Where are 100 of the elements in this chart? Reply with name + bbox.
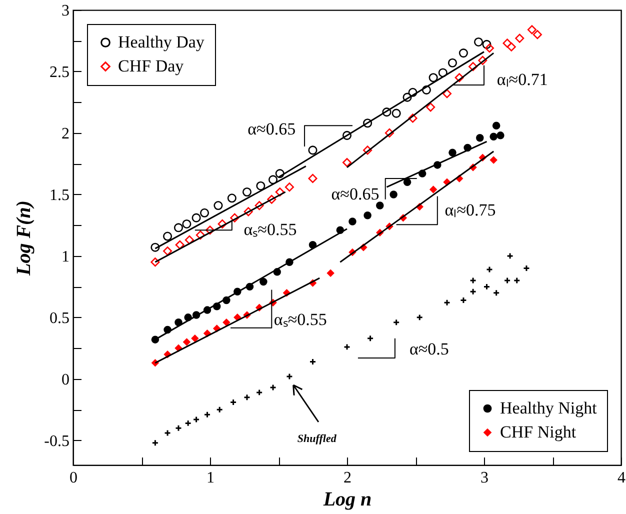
point: [182, 219, 192, 228]
point: [390, 190, 398, 198]
point: [490, 156, 498, 164]
point: [204, 411, 211, 418]
point: [482, 40, 492, 49]
point: [192, 213, 201, 222]
point: [442, 89, 452, 98]
y-tick-label: 0.5: [50, 310, 70, 327]
point: [174, 223, 184, 232]
point: [474, 37, 484, 46]
point: [230, 398, 237, 406]
point: [184, 420, 192, 427]
point: [470, 277, 477, 284]
point: [366, 334, 374, 342]
y-tick-label: 0: [62, 371, 70, 388]
point: [270, 384, 277, 392]
point: [522, 264, 530, 272]
point: [527, 25, 536, 34]
point: [470, 288, 477, 296]
point: [515, 34, 524, 43]
point: [502, 38, 512, 48]
point: [227, 194, 236, 203]
point: [286, 372, 293, 380]
point: [384, 128, 394, 138]
point: [422, 85, 431, 94]
point: [309, 358, 316, 366]
point: [175, 424, 182, 432]
point: [152, 439, 159, 446]
point: [392, 318, 400, 326]
point: [342, 158, 352, 168]
annotation: αₛ≈0.55: [244, 220, 297, 240]
point: [486, 266, 493, 273]
point: [438, 68, 448, 78]
y-tick-label: -0.5: [44, 432, 70, 450]
x-tick-label: 3: [480, 470, 488, 486]
x-axis-title: Log n: [322, 488, 372, 510]
point: [532, 30, 542, 40]
point: [403, 178, 412, 186]
point: [260, 278, 268, 286]
point: [216, 406, 224, 414]
point: [506, 42, 516, 52]
point: [326, 269, 334, 278]
point: [150, 258, 160, 267]
point: [364, 212, 372, 220]
point: [448, 58, 458, 68]
point: [492, 122, 500, 130]
point: [483, 283, 490, 290]
point: [429, 186, 438, 194]
annotation: α≈0.65: [331, 184, 380, 204]
point: [363, 146, 372, 155]
point: [426, 102, 436, 112]
point: [275, 187, 284, 197]
annotation: αₗ≈0.71: [496, 70, 548, 90]
y-tick-label: 1.5: [50, 186, 70, 204]
point: [205, 226, 215, 235]
point: [402, 92, 412, 102]
point: [506, 252, 514, 260]
point: [448, 148, 456, 157]
point: [460, 296, 467, 304]
point: [218, 219, 227, 228]
point: [496, 132, 504, 140]
point: [342, 130, 352, 140]
y-axis-title: Log F(n): [13, 200, 36, 276]
point: [348, 218, 356, 226]
point: [476, 134, 484, 142]
legend-label: CHF Night: [500, 422, 576, 442]
point: [242, 187, 252, 197]
legend-label: CHF Day: [118, 56, 184, 76]
point: [230, 213, 240, 222]
annotation: αₗ≈0.75: [444, 200, 496, 220]
point: [308, 146, 318, 155]
point: [267, 194, 276, 204]
point: [284, 182, 294, 192]
point: [200, 208, 210, 218]
point: [222, 318, 230, 326]
point: [468, 62, 478, 72]
point: [164, 430, 172, 437]
point: [392, 108, 401, 118]
annotation: Shuffled: [297, 433, 337, 446]
point: [490, 132, 498, 141]
legend-label: Healthy Day: [118, 32, 205, 52]
x-tick-label: 1: [206, 470, 214, 486]
point: [428, 73, 438, 82]
point: [244, 394, 250, 401]
point: [196, 230, 205, 240]
point: [458, 48, 468, 58]
point: [254, 201, 264, 210]
point: [275, 169, 284, 178]
point: [163, 246, 172, 256]
point: [376, 202, 384, 210]
point: [308, 174, 318, 183]
annotation: αₛ≈0.55: [274, 310, 327, 329]
point: [163, 232, 172, 241]
point: [454, 73, 464, 82]
point: [484, 44, 494, 53]
point: [513, 277, 520, 284]
point: [382, 108, 392, 117]
point: [214, 201, 223, 210]
y-tick-label: 1: [62, 248, 70, 266]
point: [191, 334, 199, 342]
